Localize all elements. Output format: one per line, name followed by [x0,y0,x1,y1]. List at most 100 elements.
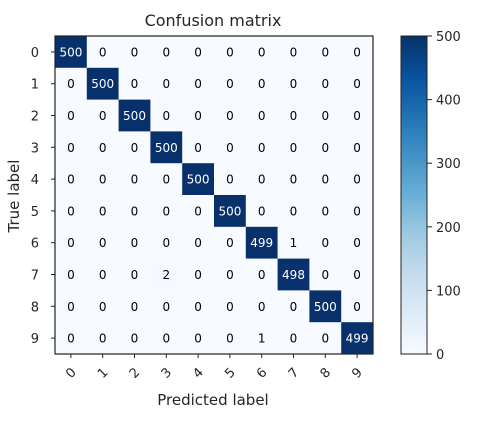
heatmap-cell [55,290,88,323]
cell-value-label: 0 [290,204,298,218]
heatmap-cell [245,226,278,259]
heatmap-cell [182,36,215,69]
heatmap-cell [309,258,342,291]
cell-value-label: 0 [290,141,298,155]
colorbar-tick-label: 500 [436,30,461,45]
cell-value-label: 0 [131,332,139,346]
heatmap-cell [214,131,247,164]
cell-value-label: 0 [226,173,234,187]
cell-value-label: 0 [321,45,329,59]
y-axis-label: True label [5,160,23,234]
cell-value-label: 0 [162,300,170,314]
cell-value-label: 0 [321,332,329,346]
heatmap-cell [277,258,310,291]
cell-value-label: 0 [131,300,139,314]
heatmap-cell [277,322,310,355]
heatmap-cell [86,36,119,69]
y-tick-label: 3 [31,141,39,156]
heatmap-cell [55,226,88,259]
cell-value-label: 0 [131,141,139,155]
y-tick-label: 0 [31,46,39,61]
heatmap-cell [182,226,215,259]
heatmap-cell [55,258,88,291]
x-tick-label: 3 [159,365,175,381]
colorbar-tick-label: 0 [436,348,444,363]
cell-value-label: 0 [99,332,107,346]
cell-value-label: 500 [123,109,146,123]
x-tick-label: 2 [127,365,143,381]
heatmap-cell [341,322,374,355]
heatmap-cell [341,258,374,291]
matrix-frame [54,35,374,355]
heatmap-cell [245,99,278,132]
heatmap-cell [86,290,119,323]
cell-value-label: 0 [226,332,234,346]
heatmap-cell [86,322,119,355]
heatmap-cell [150,67,183,100]
cell-value-label: 0 [353,45,361,59]
cell-value-label: 0 [162,109,170,123]
heatmap-cell [214,290,247,323]
cell-value-label: 0 [99,204,107,218]
heatmap-cell [118,163,151,196]
cell-value-label: 0 [131,77,139,91]
heatmap-cell [55,322,88,355]
cell-value-label: 500 [314,300,337,314]
heatmap-cell [150,226,183,259]
heatmap-cell [150,322,183,355]
heatmap-cell [55,36,88,69]
cell-value-label: 0 [258,45,266,59]
cell-value-label: 0 [290,332,298,346]
heatmap-cell [150,258,183,291]
cell-value-label: 0 [131,204,139,218]
heatmap-cell [309,131,342,164]
cell-value-label: 0 [321,268,329,282]
cell-value-label: 2 [162,268,170,282]
cell-value-label: 0 [162,236,170,250]
heatmap-cell [150,163,183,196]
heatmap-cell [341,290,374,323]
cell-value-label: 0 [226,268,234,282]
cell-value-label: 0 [67,141,75,155]
heatmap-cell [214,258,247,291]
cell-value-label: 0 [99,236,107,250]
heatmap-cell [182,163,215,196]
cell-value-label: 0 [290,300,298,314]
x-tick-label: 6 [254,365,270,381]
cell-value-label: 498 [282,268,305,282]
cell-value-label: 0 [131,45,139,59]
cell-value-label: 0 [162,45,170,59]
cell-value-label: 0 [258,77,266,91]
y-tick-label: 7 [31,269,39,284]
heatmap-cell [341,226,374,259]
x-tick-label: 5 [222,365,238,381]
x-tick-label: 0 [63,365,79,381]
heatmap-cell [214,67,247,100]
cell-value-label: 0 [99,141,107,155]
cell-value-label: 0 [321,204,329,218]
heatmap-cell [182,99,215,132]
heatmap-cell [86,99,119,132]
heatmap-cell [182,131,215,164]
y-tick-label: 9 [31,332,39,347]
cell-value-label: 0 [194,300,202,314]
heatmap-cell [86,258,119,291]
heatmap-cells: 500 0 0 0 0 0 0 0 0 0 0 500 0 0 0 0 0 0 0 0 0 0 500 0 0 0 0 0 0 0 0 0 0 5… [55,36,374,355]
colorbar-tick-label: 100 [436,284,461,299]
cell-value-label: 500 [59,45,82,59]
cell-value-label: 0 [99,45,107,59]
heatmap-cell [182,67,215,100]
y-tick-label: 2 [31,110,39,125]
cell-value-label: 0 [67,268,75,282]
cell-value-label: 0 [290,173,298,187]
heatmap-cell [245,36,278,69]
heatmap-cell [118,36,151,69]
heatmap-cell [277,67,310,100]
cell-value-label: 0 [162,77,170,91]
cell-value-label: 0 [162,173,170,187]
cell-value-label: 0 [321,141,329,155]
cell-value-label: 0 [194,332,202,346]
cell-value-label: 0 [194,77,202,91]
